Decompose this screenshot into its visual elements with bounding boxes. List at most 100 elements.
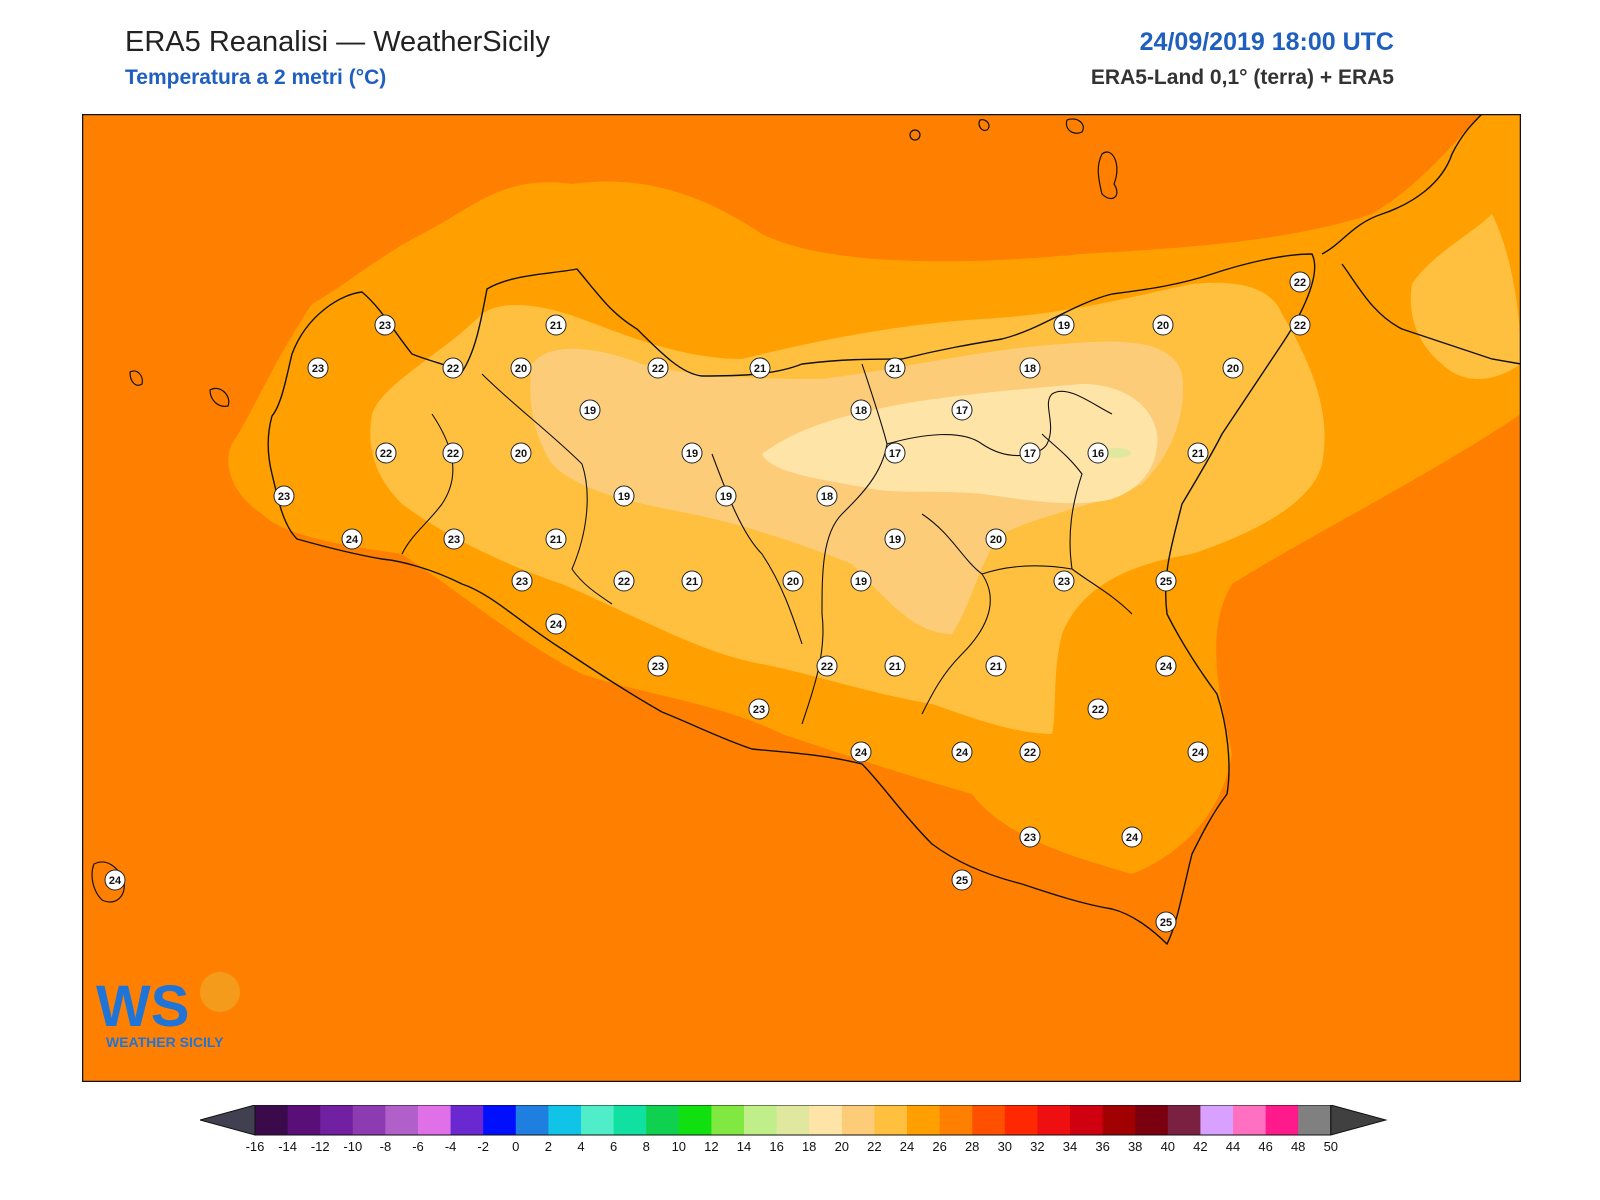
station-marker: 25 [1155, 570, 1177, 592]
station-circle [985, 528, 1007, 550]
colorbar-swatch [678, 1105, 712, 1135]
map-subtitle: Temperatura a 2 metri (°C) [125, 66, 387, 89]
station-value: 24 [956, 747, 969, 759]
station-circle [816, 655, 838, 677]
station-circle [681, 442, 703, 464]
station-marker: 23 [1019, 826, 1041, 848]
station-circle [850, 570, 872, 592]
station-circle [647, 357, 669, 379]
sicily-coastline [267, 253, 1316, 946]
island-egadi-1 [129, 370, 143, 386]
station-value: 23 [652, 661, 664, 673]
colorbar-tick-label: 28 [965, 1139, 979, 1154]
station-circle [951, 869, 973, 891]
station-value: 24 [1126, 832, 1139, 844]
station-value: 16 [1092, 448, 1104, 460]
station-marker: 24 [104, 869, 126, 891]
colorbar-swatch [1233, 1105, 1267, 1135]
station-marker: 22 [442, 442, 464, 464]
station-marker: 18 [850, 399, 872, 421]
station-markers: 23 21 23 22 20 22 21 21 19 18 20 22 22 19 18 17 22 22 20 19… [104, 271, 1311, 933]
station-marker: 19 [715, 485, 737, 507]
station-marker: 23 [443, 528, 465, 550]
station-circle [613, 485, 635, 507]
station-circle [1187, 442, 1209, 464]
station-value: 22 [1294, 277, 1306, 289]
station-marker: 21 [545, 528, 567, 550]
station-marker: 22 [647, 357, 669, 379]
station-marker: 21 [681, 570, 703, 592]
station-circle [884, 655, 906, 677]
colorbar-tick-label: 44 [1226, 1139, 1240, 1154]
data-source-label: ERA5-Land 0,1° (terra) + ERA5 [1090, 66, 1394, 89]
colorbar-tick-label: 12 [704, 1139, 718, 1154]
colorbar-swatch [874, 1105, 908, 1135]
station-circle [1053, 314, 1075, 336]
station-marker: 22 [1019, 741, 1041, 763]
station-circle [850, 741, 872, 763]
colorbar-swatch [1265, 1105, 1299, 1135]
station-value: 24 [109, 875, 122, 887]
station-marker: 20 [782, 570, 804, 592]
colorbar-tick-label: 48 [1291, 1139, 1305, 1154]
station-value: 19 [720, 491, 732, 503]
station-value: 21 [889, 363, 901, 375]
station-marker: 22 [1289, 314, 1311, 336]
colorbar-tick-labels: -16 -14 -12 -10 -8 -6 -4 -2 0 2 4 6 8 10 12 14 16 18 20 22 2… [246, 1139, 1338, 1154]
station-value: 17 [956, 405, 968, 417]
station-circle [1289, 314, 1311, 336]
station-marker: 22 [1289, 271, 1311, 293]
station-marker: 23 [748, 698, 770, 720]
station-value: 24 [855, 747, 868, 759]
station-circle [510, 442, 532, 464]
colorbar-tick-label: 26 [932, 1139, 946, 1154]
station-value: 19 [855, 576, 867, 588]
station-marker: 19 [1053, 314, 1075, 336]
colorbar-swatch [809, 1105, 843, 1135]
station-marker: 22 [613, 570, 635, 592]
station-value: 22 [1092, 704, 1104, 716]
station-marker: 20 [1222, 357, 1244, 379]
station-circle [511, 570, 533, 592]
station-value: 19 [584, 405, 596, 417]
colorbar-swatch [711, 1105, 745, 1135]
station-value: 23 [448, 534, 460, 546]
station-circle [1019, 741, 1041, 763]
station-marker: 20 [985, 528, 1007, 550]
station-circle [782, 570, 804, 592]
colorbar-swatch [1070, 1105, 1104, 1135]
station-circle [1222, 357, 1244, 379]
station-value: 23 [278, 491, 290, 503]
station-circle [1019, 442, 1041, 464]
colorbar-swatch [1135, 1105, 1169, 1135]
colorbar-tick-label: 50 [1324, 1139, 1338, 1154]
station-value: 21 [889, 661, 901, 673]
station-value: 21 [754, 363, 766, 375]
station-value: 21 [550, 320, 562, 332]
station-value: 24 [346, 534, 359, 546]
station-marker: 18 [816, 485, 838, 507]
station-circle [816, 485, 838, 507]
colorbar-tick-label: 36 [1095, 1139, 1109, 1154]
station-value: 23 [312, 363, 324, 375]
station-circle [1289, 271, 1311, 293]
station-circle [749, 357, 771, 379]
station-circle [442, 357, 464, 379]
station-circle [715, 485, 737, 507]
station-marker: 18 [1019, 357, 1041, 379]
island-salina [909, 129, 921, 141]
station-value: 20 [515, 448, 527, 460]
colorbar-swatch [548, 1105, 582, 1135]
station-circle [1053, 570, 1075, 592]
station-circle [884, 357, 906, 379]
station-value: 17 [889, 448, 901, 460]
colorbar-swatch [613, 1105, 647, 1135]
colorbar-swatches [200, 1105, 1388, 1136]
colorbar-swatch [1004, 1105, 1038, 1135]
station-circle [1155, 655, 1177, 677]
colorbar-tick-label: 4 [577, 1139, 584, 1154]
province-borders [401, 363, 1133, 725]
station-circle [1019, 357, 1041, 379]
island-egadi-2 [209, 387, 230, 407]
station-value: 22 [380, 448, 392, 460]
